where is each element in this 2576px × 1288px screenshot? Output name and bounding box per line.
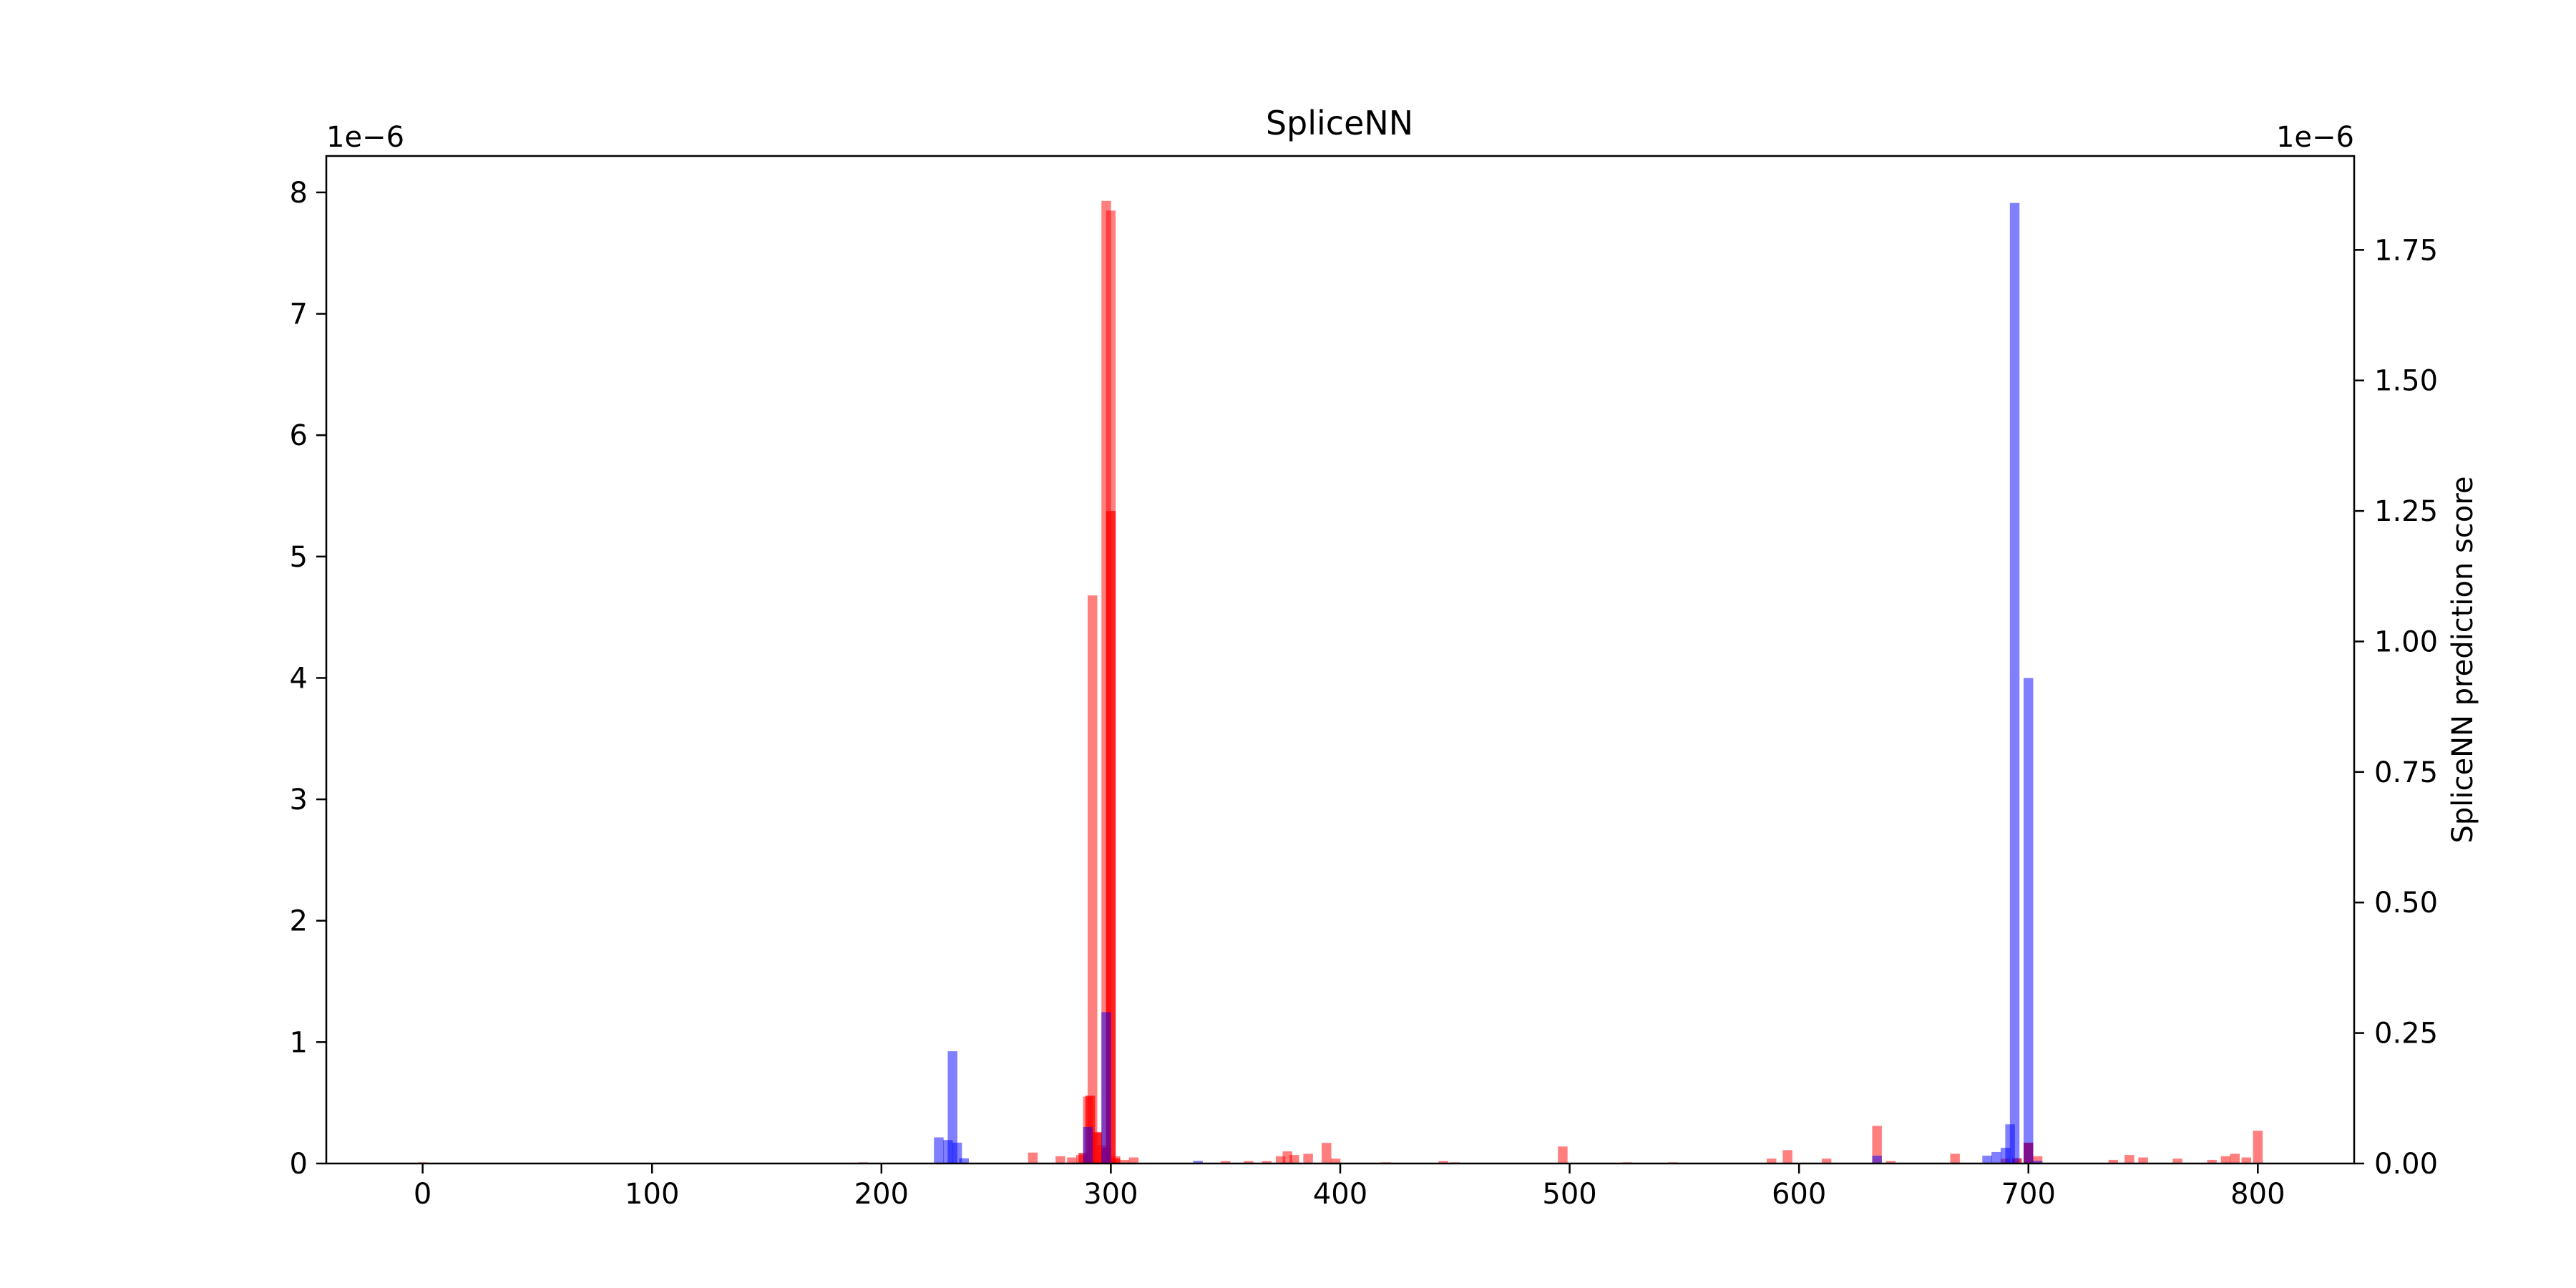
y-offset-left: 1e−6: [326, 121, 404, 154]
bar-series-1-5: [1111, 1158, 1121, 1163]
x-tick-label: 100: [625, 1178, 679, 1211]
bar-series-1-2: [1092, 1132, 1102, 1163]
y-offset-right: 1e−6: [2276, 121, 2354, 154]
y-left-tick-label: 6: [290, 419, 308, 452]
bar-series-0-35: [1950, 1153, 1960, 1163]
y-right-tick-label: 0.75: [2374, 756, 2438, 789]
y-right-tick-label: 0.00: [2374, 1148, 2438, 1181]
bar-series-0-20: [1289, 1155, 1299, 1163]
bar-series-0-15: [1220, 1161, 1231, 1163]
y-right-tick-label: 1.25: [2374, 495, 2438, 528]
bar-series-2-0: [934, 1137, 944, 1163]
bar-series-2-15: [2032, 1161, 2043, 1163]
bar-series-0-47: [2253, 1131, 2263, 1163]
bar-series-0-30: [1766, 1158, 1777, 1163]
bar-series-0-38: [2032, 1156, 2043, 1163]
bar-series-2-9: [1982, 1156, 1992, 1163]
bar-series-0-46: [2241, 1157, 2252, 1163]
bar-series-0-39: [2108, 1159, 2119, 1163]
bar-series-0-7: [1088, 595, 1098, 1163]
bar-series-0-43: [2207, 1159, 2217, 1163]
bar-series-0-42: [2172, 1158, 2182, 1163]
y-right-tick-label: 1.00: [2374, 625, 2438, 658]
x-tick-label: 600: [1772, 1178, 1826, 1211]
bar-series-0-40: [2124, 1155, 2135, 1163]
bar-series-0-23: [1330, 1158, 1341, 1163]
bar-series-2-8: [1872, 1156, 1882, 1163]
bar-series-0-41: [2138, 1157, 2148, 1163]
y-right-tick-label: 1.75: [2374, 234, 2438, 267]
y-left-tick-label: 4: [290, 662, 308, 695]
x-tick-label: 700: [2001, 1178, 2056, 1211]
bar-series-0-17: [1262, 1161, 1272, 1163]
bar-series-1-4: [1106, 511, 1116, 1163]
bar-series-0-32: [1821, 1158, 1832, 1163]
y-left-tick-label: 3: [290, 784, 308, 816]
bar-series-0-22: [1322, 1143, 1332, 1163]
y-left-tick-label: 0: [290, 1148, 308, 1181]
y-axis-right: 0.00 0.25 0.50 0.75 1.00 1.25 1.50 1.75: [2354, 234, 2438, 1181]
bar-series-0-34: [1885, 1161, 1896, 1163]
bar-series-0-25: [1438, 1161, 1448, 1163]
bar-series-0-3: [1055, 1156, 1065, 1163]
bar-series-2-7: [1193, 1161, 1203, 1163]
y-left-tick-label: 7: [290, 298, 308, 331]
chart-title: SpliceNN: [1266, 104, 1413, 142]
y-right-tick-label: 0.50: [2374, 887, 2438, 919]
y-left-tick-label: 2: [290, 905, 308, 938]
bar-series-2-6: [1101, 1012, 1111, 1163]
bars-layer: [417, 200, 2263, 1164]
bar-series-0-33: [1872, 1126, 1882, 1163]
y-right-tick-label: 1.50: [2374, 365, 2438, 398]
x-tick-label: 400: [1313, 1178, 1367, 1211]
x-tick-label: 500: [1542, 1178, 1596, 1211]
y-left-tick-label: 1: [290, 1026, 308, 1059]
bar-series-0-27: [1558, 1146, 1568, 1163]
y-axis-right-label: SpliceNN prediction score: [2446, 476, 2479, 843]
bar-series-2-10: [1991, 1151, 2001, 1163]
y-left-tick-label: 8: [290, 177, 308, 210]
x-tick-label: 200: [854, 1178, 909, 1211]
bar-series-2-4: [959, 1158, 969, 1163]
bar-series-0-45: [2230, 1153, 2240, 1163]
bar-series-2-14: [2024, 678, 2034, 1163]
bar-series-0-14: [1128, 1157, 1139, 1163]
bar-series-0-21: [1303, 1153, 1313, 1163]
bar-series-2-5: [1083, 1126, 1093, 1163]
bar-series-0-2: [1028, 1152, 1038, 1163]
bar-series-2-13: [2009, 203, 2020, 1163]
bar-series-0-18: [1275, 1156, 1286, 1163]
x-tick-label: 800: [2230, 1178, 2285, 1211]
y-axis-left: 0 1 2 3 4 5 6 7 8: [290, 177, 326, 1181]
x-tick-label: 300: [1083, 1178, 1138, 1211]
bar-series-0-31: [1782, 1150, 1792, 1163]
bar-series-0-13: [1119, 1159, 1130, 1163]
bar-series-2-2: [947, 1051, 957, 1163]
bar-series-0-16: [1244, 1161, 1254, 1163]
y-right-tick-label: 0.25: [2374, 1018, 2438, 1050]
x-axis: 0 100 200 300 400 500 600 700 800: [414, 1163, 2285, 1211]
bar-series-0-4: [1067, 1157, 1077, 1163]
bar-series-0-44: [2220, 1156, 2231, 1163]
y-left-tick-label: 5: [290, 541, 308, 574]
x-tick-label: 0: [414, 1178, 431, 1211]
